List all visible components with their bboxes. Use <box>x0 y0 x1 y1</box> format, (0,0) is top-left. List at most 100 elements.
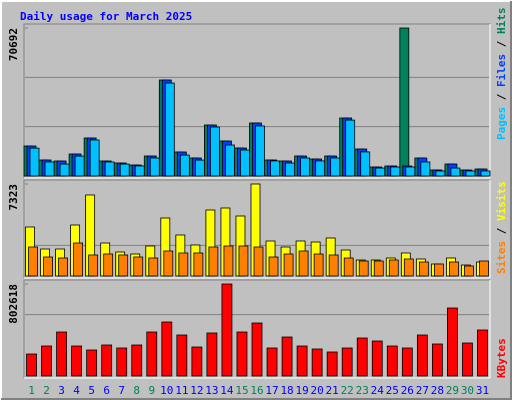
legend-entry: Hits <box>495 8 508 35</box>
bar <box>480 170 491 177</box>
legend-separator: / <box>495 221 508 241</box>
legend: Sites / Visits <box>495 181 508 274</box>
bar <box>464 265 474 277</box>
plot-frame-light <box>24 180 491 279</box>
bar <box>328 254 339 277</box>
bar <box>373 260 384 277</box>
x-tick-label: 12 <box>190 384 203 397</box>
chart-title: Daily usage for March 2025 <box>20 10 192 23</box>
x-tick-label: 31 <box>476 384 489 397</box>
bar <box>435 170 446 177</box>
bar <box>89 139 100 177</box>
bar <box>210 126 220 177</box>
x-tick-label: 16 <box>250 384 263 397</box>
bar <box>221 283 233 377</box>
x-tick-label: 9 <box>148 384 155 397</box>
x-tick-label: 21 <box>326 384 339 397</box>
x-tick-label: 15 <box>235 384 248 397</box>
x-tick-label: 2 <box>43 384 50 397</box>
bar <box>420 161 431 177</box>
bar <box>300 157 310 177</box>
x-tick-label: 13 <box>205 384 218 397</box>
bar <box>255 125 265 177</box>
bar <box>399 27 410 177</box>
bar <box>149 157 160 177</box>
bar <box>131 344 143 377</box>
bar <box>191 346 203 377</box>
x-tick-label: 11 <box>175 384 188 397</box>
y-tick-label: 70692 <box>7 28 20 61</box>
bar <box>465 170 476 177</box>
legend-entry: Sites <box>495 241 508 274</box>
bar <box>225 144 235 177</box>
bar <box>268 256 279 277</box>
x-tick-label: 8 <box>133 384 140 397</box>
bar <box>251 322 263 377</box>
x-tick-label: 20 <box>311 384 324 397</box>
plot-frame-light <box>24 280 491 379</box>
bar <box>29 147 40 177</box>
bar <box>116 347 128 377</box>
bar <box>462 342 473 377</box>
bar <box>164 82 175 177</box>
bar <box>59 163 70 177</box>
bar <box>330 157 341 177</box>
bar <box>208 246 219 277</box>
bar <box>194 159 205 177</box>
x-tick-label: 28 <box>431 384 444 397</box>
bar <box>206 332 218 377</box>
x-tick-label: 18 <box>280 384 293 397</box>
legend-entry: KBytes <box>495 338 508 378</box>
bar <box>236 331 248 377</box>
bar <box>358 260 369 277</box>
bar <box>133 256 144 277</box>
bar <box>403 258 414 277</box>
y-tick-label: 7323 <box>7 184 20 211</box>
bar <box>447 307 458 377</box>
bar <box>401 347 413 377</box>
bar <box>418 261 429 277</box>
x-tick-label: 25 <box>386 384 399 397</box>
bar <box>433 263 444 277</box>
x-tick-label: 24 <box>371 384 385 397</box>
x-tick-label: 23 <box>356 384 369 397</box>
bar <box>28 246 38 277</box>
bar <box>431 343 443 377</box>
legend-entry: Files <box>495 54 508 87</box>
x-tick-label: 30 <box>461 384 474 397</box>
bar <box>285 162 295 177</box>
bar <box>345 119 356 177</box>
legend-entry: Visits <box>495 181 508 221</box>
bar <box>388 259 399 277</box>
bar <box>223 245 234 277</box>
bar <box>298 250 309 277</box>
bar <box>270 160 280 177</box>
bar <box>104 161 115 177</box>
bar <box>416 334 428 377</box>
bar <box>41 345 52 377</box>
x-tick-label: 4 <box>73 384 80 397</box>
bar <box>283 253 294 277</box>
x-tick-label: 7 <box>118 384 125 397</box>
bar <box>326 351 338 377</box>
legend-separator: / <box>495 87 508 107</box>
bar <box>356 337 368 377</box>
bar <box>449 261 459 277</box>
bar <box>86 349 98 377</box>
bar <box>266 347 278 377</box>
x-tick-label: 1 <box>28 384 35 397</box>
bar <box>253 246 264 277</box>
bar <box>371 340 383 377</box>
x-tick-label: 22 <box>341 384 354 397</box>
x-tick-label: 29 <box>446 384 459 397</box>
bar <box>56 331 67 377</box>
bar <box>103 253 114 277</box>
x-tick-label: 27 <box>416 384 429 397</box>
bar <box>74 155 85 177</box>
bar <box>119 163 130 177</box>
bar <box>296 345 308 377</box>
bar <box>375 167 386 177</box>
bar <box>43 256 53 277</box>
